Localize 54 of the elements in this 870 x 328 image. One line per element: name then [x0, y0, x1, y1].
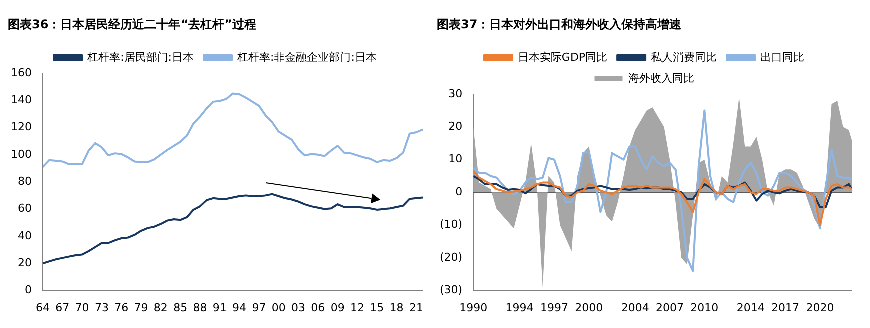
x-tick-label: 09 — [330, 301, 345, 314]
y-tick-label: (10) — [440, 218, 463, 232]
x-tick-label: 88 — [193, 301, 208, 314]
legend-label: 出口同比 — [760, 50, 805, 64]
legend-label: 日本实际GDP同比 — [518, 50, 608, 64]
x-tick-label: 70 — [75, 301, 90, 314]
y-tick-label: 160 — [10, 66, 32, 80]
y-tick-label: 40 — [18, 229, 32, 242]
x-tick-label: 2007 — [656, 301, 684, 314]
x-tick-label: 67 — [56, 301, 70, 314]
x-tick-label: 1990 — [460, 301, 488, 314]
y-tick-label: (20) — [440, 250, 463, 264]
chart-title: 图表36：日本居民经历近二十年“去杠杆”过程 — [8, 17, 256, 32]
x-tick-label: 2020 — [806, 301, 834, 314]
x-tick-label: 2004 — [621, 301, 650, 314]
x-tick-label: 2000 — [575, 301, 604, 314]
y-tick-label: 100 — [10, 148, 32, 161]
x-tick-label: 1994 — [506, 301, 534, 314]
legend-label: 杠杆率:非金融企业部门:日本 — [236, 50, 377, 64]
y-tick-label: (30) — [440, 284, 463, 297]
legend-label: 杠杆率:居民部门:日本 — [86, 50, 194, 64]
x-tick-label: 18 — [390, 301, 404, 314]
x-tick-label: 73 — [94, 301, 109, 314]
x-tick-label: 1997 — [540, 301, 568, 314]
x-tick-label: 06 — [311, 301, 326, 314]
x-tick-label: 91 — [212, 301, 227, 314]
x-tick-label: 03 — [292, 301, 306, 314]
x-tick-label: 94 — [232, 301, 247, 314]
x-tick-label: 12 — [350, 301, 364, 314]
y-tick-label: 140 — [10, 93, 32, 106]
x-tick-label: 82 — [154, 301, 168, 314]
x-tick-label: 64 — [36, 301, 50, 314]
x-tick-label: 2017 — [772, 301, 800, 314]
y-tick-label: 30 — [448, 87, 463, 100]
x-tick-label: 21 — [409, 301, 424, 314]
legend-label: 私人消费同比 — [651, 50, 718, 64]
y-tick-label: 20 — [18, 256, 32, 270]
x-tick-label: 76 — [114, 301, 129, 314]
x-tick-label: 79 — [134, 301, 148, 314]
y-tick-label: 20 — [448, 120, 463, 133]
y-tick-label: 60 — [18, 202, 32, 216]
x-tick-label: 2014 — [736, 301, 765, 314]
x-tick-label: 85 — [174, 301, 188, 314]
y-tick-label: 120 — [10, 120, 32, 134]
x-tick-label: 97 — [252, 301, 266, 314]
y-tick-label: 80 — [18, 174, 32, 188]
y-tick-label: 10 — [448, 152, 463, 166]
y-tick-label: 0 — [24, 284, 32, 297]
legend-label: 海外收入同比 — [628, 72, 694, 85]
x-tick-label: 15 — [370, 301, 384, 314]
chart-title: 图表37：日本对外出口和海外收入保持高增速 — [437, 17, 683, 32]
x-tick-label: 00 — [272, 301, 286, 314]
y-tick-label: 0 — [456, 185, 463, 198]
x-tick-label: 2010 — [690, 301, 719, 314]
